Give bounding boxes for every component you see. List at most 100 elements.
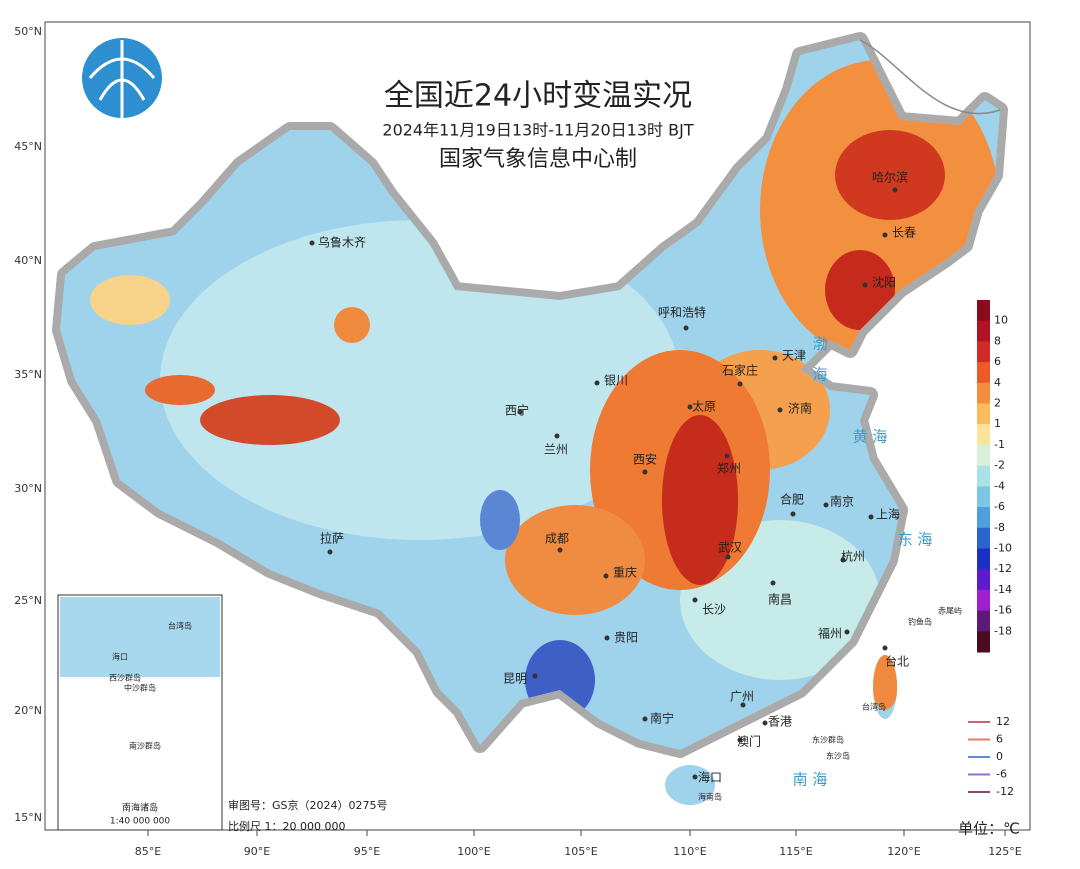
colorbar-swatch	[977, 507, 990, 529]
city-dot	[327, 549, 333, 555]
colorbar-label: -14	[994, 583, 1012, 596]
city-dot	[762, 720, 768, 726]
city-dot	[724, 453, 730, 459]
island-label: 海南岛	[698, 792, 722, 802]
colorbar-label: -2	[994, 459, 1005, 472]
city-label: 澳门	[737, 734, 761, 749]
lat-label: 20°N	[14, 704, 42, 717]
colorbar-swatch	[977, 589, 990, 612]
colorbar-label: -1	[994, 438, 1005, 451]
city-label: 贵阳	[614, 631, 638, 645]
lon-label: 120°E	[887, 845, 920, 858]
lon-label: 125°E	[988, 845, 1021, 858]
lat-label: 35°N	[14, 368, 42, 381]
city-label: 兰州	[544, 443, 568, 457]
city-dot	[892, 187, 898, 193]
lon-label: 110°E	[673, 845, 706, 858]
colorbar-swatch	[977, 569, 990, 591]
lat-label: 15°N	[14, 811, 42, 824]
inset-title: 南海诸岛	[122, 802, 158, 814]
contour-legend-label: 12	[996, 715, 1010, 728]
city-label: 福州	[818, 626, 842, 641]
city-label: 呼和浩特	[658, 305, 706, 320]
city-dot	[772, 355, 778, 361]
city-label: 合肥	[780, 492, 804, 507]
colorbar-label: -10	[994, 541, 1012, 554]
city-dot	[737, 737, 743, 743]
city-dot	[868, 514, 874, 520]
island-label: 东沙群岛	[812, 735, 844, 745]
city-label: 昆明	[503, 672, 527, 686]
subtitle: 2024年11月19日13时-11月20日13时 BJT	[382, 121, 693, 140]
city-dot	[882, 232, 888, 238]
colorbar-swatch	[977, 382, 990, 405]
scale: 比例尺 1：20 000 000	[228, 819, 345, 833]
colorbar-swatch	[977, 320, 990, 342]
colorbar-label: 2	[994, 397, 1001, 410]
contour-legend-label: 0	[996, 750, 1003, 763]
contour-legend-label: 6	[996, 733, 1003, 746]
colorbar-swatch	[977, 403, 990, 425]
city-label: 南昌	[768, 592, 792, 607]
city-dot	[554, 433, 560, 439]
inset-scale: 1:40 000 000	[110, 817, 171, 827]
island-label: 台湾岛	[862, 702, 886, 712]
city-label: 广州	[730, 690, 754, 704]
city-dot	[517, 409, 523, 415]
colorbar-label: -12	[994, 562, 1012, 575]
inset-label: 海口	[112, 652, 128, 662]
lon-label: 95°E	[354, 845, 380, 858]
approval: 审图号：GS京（2024）0275号	[228, 798, 388, 812]
city-label: 海口	[698, 770, 722, 785]
city-dot	[557, 547, 563, 553]
city-label: 沈阳	[872, 275, 896, 290]
sea-label: 渤	[812, 335, 827, 353]
lon-label: 105°E	[564, 845, 597, 858]
colorbar-label: 10	[994, 314, 1008, 327]
colorbar-swatch	[977, 465, 990, 487]
colorbar-label: -8	[994, 521, 1005, 534]
island-label: 东沙岛	[826, 751, 850, 761]
city-dot	[882, 645, 888, 651]
island-label: 赤尾屿	[938, 607, 962, 616]
contour-legend-label: -12	[996, 785, 1014, 798]
lat-label: 25°N	[14, 594, 42, 607]
city-dot	[862, 282, 868, 288]
city-label: 银川	[604, 374, 628, 388]
colorbar-label: -4	[994, 479, 1005, 492]
inset-label: 台湾岛	[168, 621, 192, 631]
lat-label: 30°N	[14, 482, 42, 495]
city-label: 太原	[692, 399, 716, 414]
colorbar-swatch	[977, 341, 990, 363]
city-label: 香港	[768, 715, 792, 729]
city-label: 台北	[885, 654, 909, 669]
inset-label: 西沙群岛	[109, 673, 141, 683]
city-label: 石家庄	[722, 363, 758, 378]
colorbar-swatch	[977, 300, 990, 322]
colorbar-swatch	[977, 548, 990, 570]
lon-label: 115°E	[779, 845, 812, 858]
city-label: 长春	[892, 226, 916, 240]
city-dot	[604, 635, 610, 641]
city-dot	[740, 702, 746, 708]
colorbar-label: 8	[994, 334, 1001, 347]
city-label: 拉萨	[320, 531, 344, 546]
city-dot	[594, 380, 600, 386]
city-dot	[309, 240, 315, 246]
city-label: 杭州	[841, 549, 865, 564]
title: 全国近24小时变温实况	[384, 79, 692, 114]
city-label: 哈尔滨	[872, 170, 908, 185]
colorbar-label: -18	[994, 624, 1012, 637]
city-dot	[790, 511, 796, 517]
city-dot	[692, 774, 698, 780]
city-dot	[770, 580, 776, 586]
city-dot	[532, 673, 538, 679]
city-label: 重庆	[613, 566, 637, 580]
lon-label: 90°E	[244, 845, 270, 858]
city-dot	[840, 557, 846, 563]
colorbar-label: -6	[994, 500, 1005, 513]
organization: 国家气象信息中心制	[439, 147, 637, 172]
city-label: 郑州	[717, 461, 741, 476]
colorbar-swatch	[977, 631, 990, 653]
colorbar-label: 1	[994, 417, 1001, 430]
